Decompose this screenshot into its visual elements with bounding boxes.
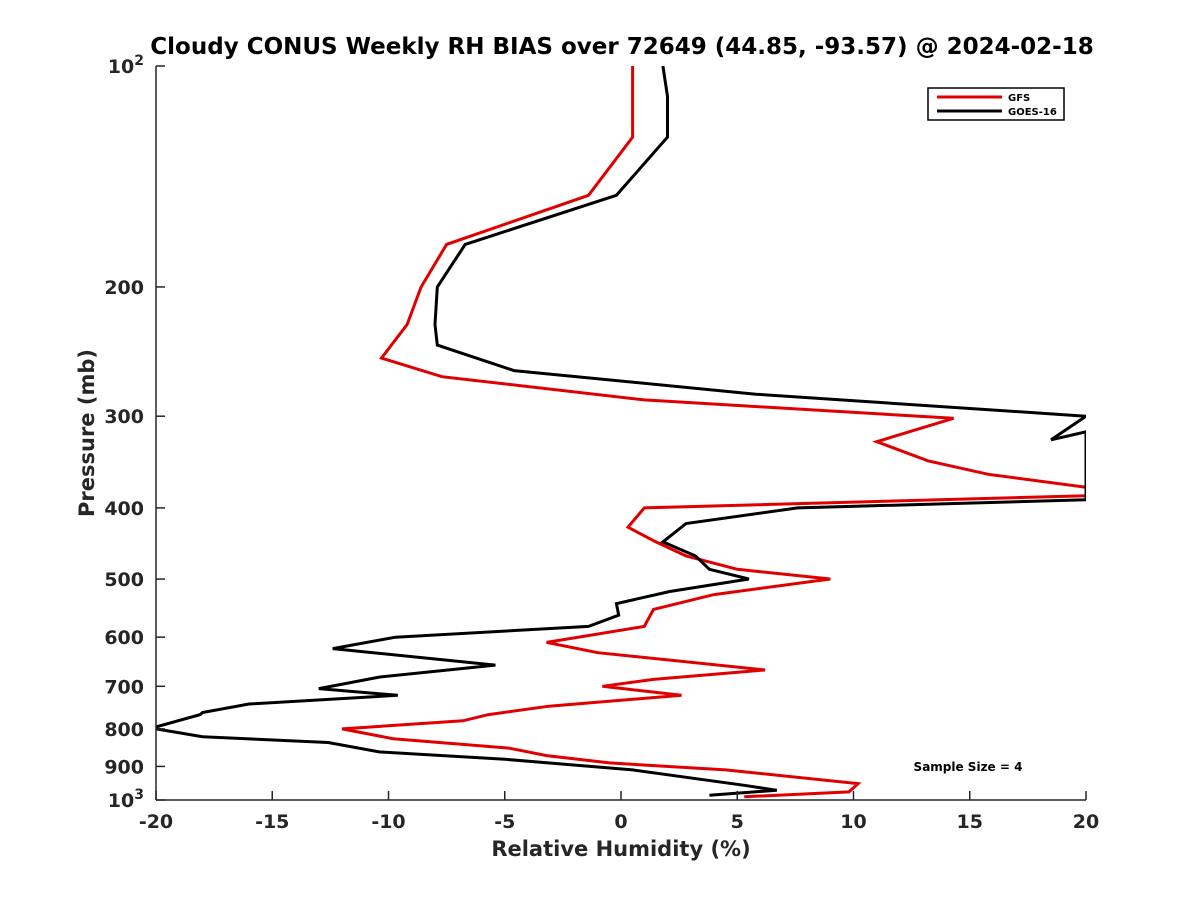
x-tick-label: 10 <box>840 811 866 833</box>
y-tick-label: 102 <box>108 53 144 78</box>
y-tick-label: 800 <box>104 719 144 741</box>
y-tick-label: 600 <box>104 627 144 649</box>
y-tick-label: 103 <box>108 787 144 812</box>
x-tick-label: -5 <box>494 811 515 833</box>
y-tick-label: 200 <box>104 277 144 299</box>
x-tick-label: 20 <box>1073 811 1099 833</box>
legend-label-gfs: GFS <box>1008 93 1030 104</box>
sample-size-annotation: Sample Size = 4 <box>914 760 1023 774</box>
legend-label-goes16: GOES-16 <box>1008 107 1057 118</box>
x-tick-label: 15 <box>957 811 983 833</box>
x-tick-label: -10 <box>371 811 405 833</box>
legend: GFS GOES-16 <box>927 87 1065 121</box>
y-tick-label: 300 <box>104 406 144 428</box>
y-tick-label: 700 <box>104 676 144 698</box>
series-line-goes16 <box>156 66 1086 797</box>
y-tick-label: 900 <box>104 756 144 778</box>
x-tick-label: -15 <box>255 811 289 833</box>
x-tick-label: 0 <box>614 811 627 833</box>
y-axis-label: Pressure (mb) <box>75 349 99 517</box>
legend-box <box>927 87 1065 121</box>
plot-area: -20 -15 -10 -5 0 5 10 15 20 102 200 300 400 500 600 700… <box>104 53 1099 833</box>
series-line-gfs <box>341 66 1086 799</box>
x-tick-label: -20 <box>139 811 173 833</box>
y-tick-label: 400 <box>104 498 144 520</box>
y-tick-label: 500 <box>104 569 144 591</box>
chart-title: Cloudy CONUS Weekly RH BIAS over 72649 (… <box>150 34 1093 60</box>
x-axis-label: Relative Humidity (%) <box>491 837 750 861</box>
x-tick-label: 5 <box>731 811 744 833</box>
